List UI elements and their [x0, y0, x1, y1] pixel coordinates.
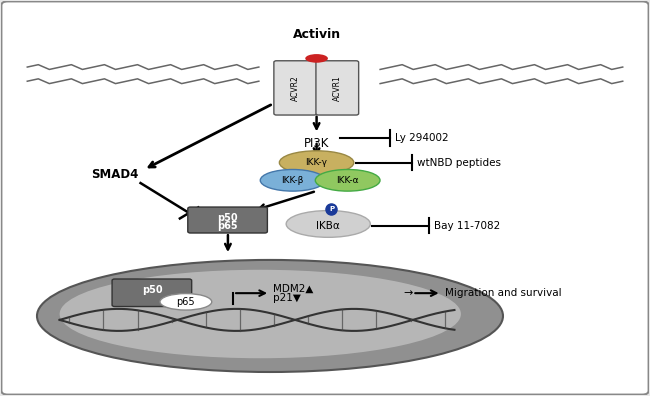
Text: IKK-α: IKK-α	[336, 176, 359, 185]
Text: IKK-γ: IKK-γ	[306, 158, 328, 167]
Text: p50: p50	[142, 286, 162, 295]
Text: wtNBD peptides: wtNBD peptides	[417, 158, 501, 168]
Ellipse shape	[280, 151, 354, 174]
Text: MDM2▲: MDM2▲	[273, 284, 313, 294]
Text: SMAD4: SMAD4	[91, 168, 138, 181]
Text: Bay 11-7082: Bay 11-7082	[434, 221, 500, 230]
Text: IKK-β: IKK-β	[281, 176, 304, 185]
Ellipse shape	[315, 169, 380, 191]
Ellipse shape	[286, 211, 370, 237]
Text: ACVR1: ACVR1	[333, 75, 342, 101]
Text: p50: p50	[218, 213, 239, 223]
Ellipse shape	[306, 54, 328, 63]
Text: Ly 294002: Ly 294002	[395, 133, 448, 143]
Text: p21▼: p21▼	[273, 293, 301, 303]
Ellipse shape	[260, 169, 325, 191]
FancyBboxPatch shape	[188, 207, 267, 233]
Text: Migration and survival: Migration and survival	[445, 288, 562, 298]
Text: IKBα: IKBα	[317, 221, 340, 230]
Text: ACVR2: ACVR2	[291, 75, 300, 101]
Ellipse shape	[37, 260, 503, 372]
Text: PI3K: PI3K	[304, 137, 330, 150]
FancyBboxPatch shape	[112, 279, 192, 307]
Text: Activin: Activin	[292, 28, 341, 41]
Ellipse shape	[60, 270, 461, 358]
Text: p65: p65	[177, 297, 195, 307]
FancyBboxPatch shape	[274, 61, 317, 115]
Text: →: →	[403, 288, 412, 298]
Ellipse shape	[160, 293, 212, 310]
Text: p65: p65	[218, 221, 239, 231]
FancyBboxPatch shape	[316, 61, 359, 115]
Text: P: P	[329, 206, 334, 211]
